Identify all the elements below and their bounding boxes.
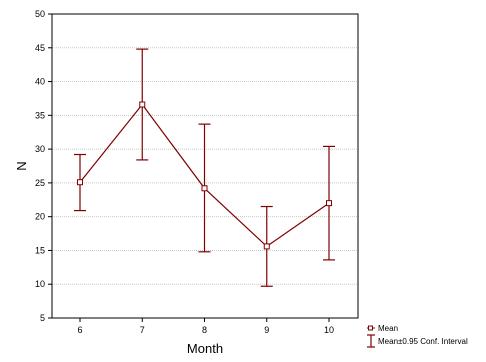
legend-mean-marker — [368, 325, 373, 331]
x-axis-ticks: 6 7 8 9 10 — [77, 318, 334, 335]
series-layer — [74, 48, 335, 287]
x-tick-label: 10 — [324, 325, 334, 335]
y-tick-label: 50 — [35, 9, 45, 19]
mean-point — [139, 101, 146, 108]
x-tick-label: 7 — [140, 325, 145, 335]
y-tick-label: 30 — [35, 144, 45, 154]
y-tick-label: 20 — [35, 212, 45, 222]
legend-mean-label: Mean — [378, 324, 398, 333]
legend-ci-label: Mean±0.95 Conf. Interval — [378, 337, 468, 346]
y-tick-label: 45 — [35, 43, 45, 53]
mean-point — [201, 185, 208, 192]
y-axis-title: N — [14, 161, 29, 170]
x-tick-label: 8 — [202, 325, 207, 335]
x-axis-title: Month — [187, 341, 223, 356]
y-tick-label: 15 — [35, 245, 45, 255]
x-tick-label: 9 — [264, 325, 269, 335]
y-axis-ticks: 5 10 15 20 25 30 35 40 45 50 — [35, 9, 52, 323]
y-tick-label: 10 — [35, 279, 45, 289]
mean-point — [263, 243, 270, 250]
mean-point — [326, 200, 332, 207]
legend: Mean Mean±0.95 Conf. Interval — [367, 324, 468, 348]
y-tick-label: 35 — [35, 110, 45, 120]
y-tick-label: 40 — [35, 77, 45, 87]
y-tick-label: 5 — [40, 313, 45, 323]
legend-ci-symbol — [367, 334, 375, 348]
mean-point — [77, 179, 83, 186]
y-tick-label: 25 — [35, 178, 45, 188]
x-tick-label: 6 — [77, 325, 82, 335]
